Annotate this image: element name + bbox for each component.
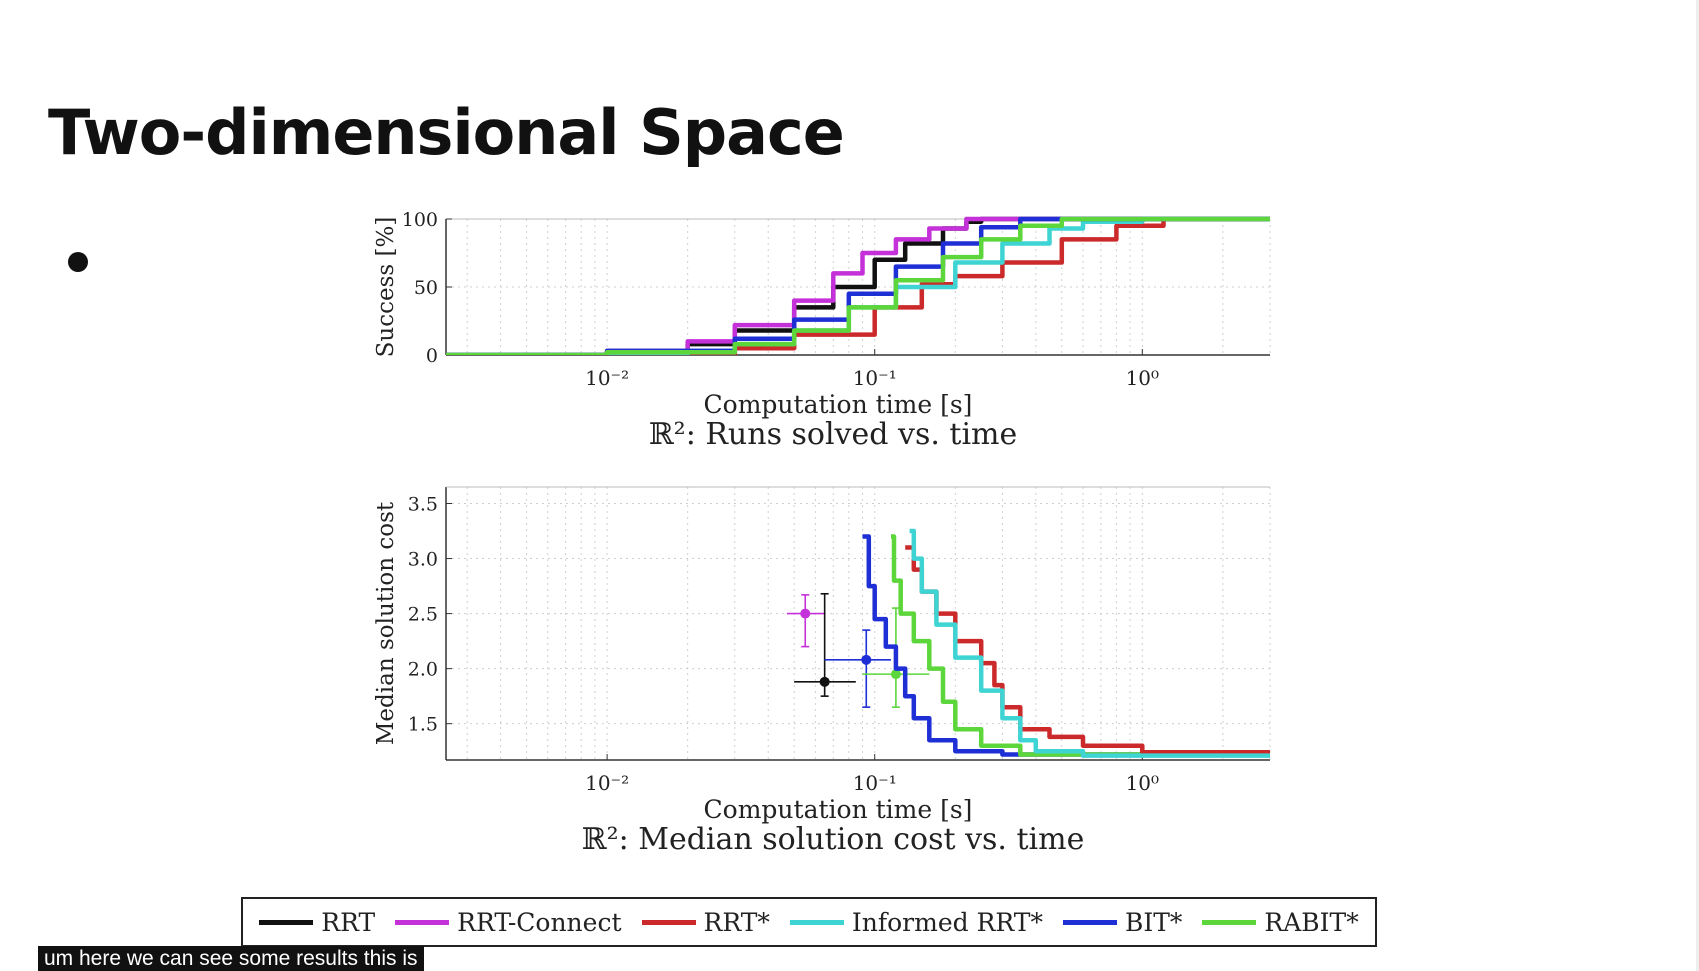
legend-swatch (789, 919, 844, 925)
legend-label: RABIT* (1264, 907, 1359, 937)
slide-title: Two-dimensional Space (48, 96, 845, 169)
x-tick-label: 10⁰ (1126, 366, 1159, 390)
y-tick-label: 3.5 (408, 494, 438, 516)
x-tick-label: 10⁻² (585, 366, 629, 390)
x-tick-label: 10⁻² (585, 771, 629, 795)
legend-swatch (641, 919, 696, 925)
legend-swatch (259, 919, 314, 925)
legend-label: RRT* (703, 907, 770, 937)
x-tick-label: 10⁻¹ (853, 366, 897, 390)
legend-label: BIT* (1124, 907, 1183, 937)
legend-item: Informed RRT* (789, 907, 1043, 937)
legend-label: RRT-Connect (457, 907, 622, 937)
chart-2: 1.5 2.0 2.5 3.0 3.5 10⁻² 10⁻¹ 10⁰ Computation ti… (373, 486, 1271, 857)
legend-item: BIT* (1062, 907, 1183, 937)
series-line-bit-star (862, 534, 1270, 757)
slide-edge (1696, 0, 1699, 971)
x-axis-label: Computation time [s] (704, 390, 973, 419)
error-point-marker (861, 654, 872, 665)
error-point-marker (800, 608, 811, 619)
series-line-rabit-star (891, 534, 1270, 757)
x-tick-label: 10⁰ (1126, 771, 1159, 795)
legend-swatch (1202, 919, 1257, 925)
legend-item: RRT (259, 908, 375, 937)
series-line-rrt-star (905, 545, 1270, 756)
video-caption: um here we can see some results this is (38, 946, 424, 971)
legend-label: RRT (321, 907, 376, 937)
y-axis-label: Success [%] (373, 217, 399, 358)
legend-swatch (1062, 919, 1117, 925)
legend-item: RRT-Connect (395, 907, 622, 937)
chart-title: ℝ²: Median solution cost vs. time (582, 822, 1085, 857)
y-tick-label: 100 (402, 209, 438, 231)
error-point-marker (819, 676, 830, 687)
chart-1: 0 50 100 10⁻² 10⁻¹ 10⁰ Computation time [s] Suc… (373, 209, 1271, 452)
y-tick-label: 3.0 (408, 549, 438, 571)
chart-title: ℝ²: Runs solved vs. time (649, 417, 1018, 452)
error-point-rrt (794, 592, 856, 697)
error-point-marker (890, 669, 901, 680)
y-tick-label: 0 (426, 345, 438, 367)
series-line-rabit-star (446, 216, 1270, 355)
legend-swatch (395, 919, 450, 925)
legend-item: RABIT* (1202, 907, 1359, 937)
x-axis-label: Computation time [s] (704, 795, 973, 824)
y-axis-label: Median solution cost (373, 501, 399, 745)
error-point-bit- (824, 629, 891, 708)
legend-item: RRT* (641, 907, 770, 937)
y-tick-label: 50 (414, 277, 438, 299)
legend-label: Informed RRT* (851, 907, 1043, 937)
x-tick-label: 10⁻¹ (853, 771, 897, 795)
legend: RRT RRT-Connect RRT* Informed RRT* BIT* … (241, 897, 1377, 947)
series-line-informed-rrt-star (909, 528, 1270, 758)
y-tick-label: 1.5 (408, 714, 438, 736)
error-point-rrt-connect (786, 594, 825, 648)
y-tick-label: 2.5 (408, 604, 438, 626)
y-tick-label: 2.0 (408, 659, 438, 681)
bullet-point (68, 252, 88, 272)
